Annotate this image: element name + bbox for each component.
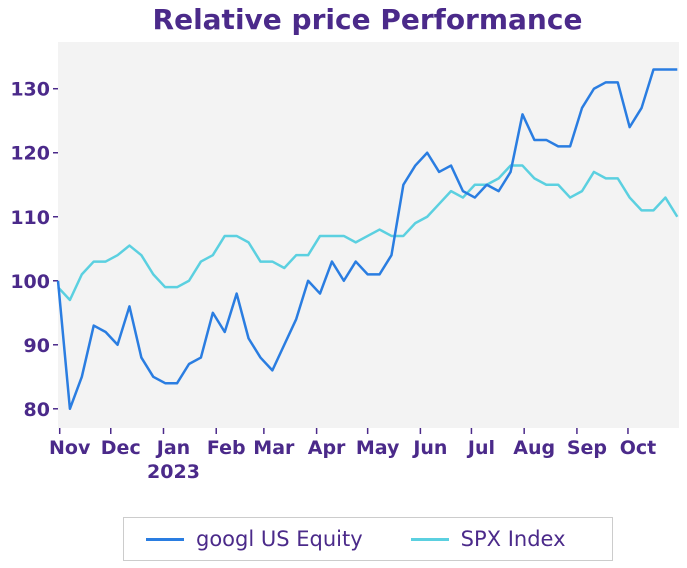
legend-label-googl: googl US Equity xyxy=(196,527,363,551)
x-tick-label: Dec xyxy=(101,437,141,459)
chart-title: Relative price Performance xyxy=(152,3,583,36)
y-tick-label: 100 xyxy=(10,271,50,293)
x-tick-label: Feb xyxy=(207,437,246,459)
legend-swatch-googl xyxy=(146,537,184,541)
x-tick-label: Apr xyxy=(308,437,346,459)
y-tick-label: 110 xyxy=(10,207,50,229)
y-tick-label: 120 xyxy=(10,143,50,165)
legend-item-googl: googl US Equity xyxy=(146,527,363,551)
x-tick-label: Oct xyxy=(620,437,657,459)
legend-item-spx: SPX Index xyxy=(410,527,566,551)
x-tick-label: Nov xyxy=(49,437,91,459)
legend: googl US Equity SPX Index xyxy=(123,517,613,561)
y-tick-label: 130 xyxy=(10,79,50,101)
x-tick-label: Sep xyxy=(567,437,607,459)
x-tick-sublabel: 2023 xyxy=(147,461,200,483)
x-tick-label: Jan xyxy=(155,437,190,459)
series-line-googl xyxy=(56,68,678,411)
x-tick-label: Mar xyxy=(253,437,295,459)
y-tick-label: 90 xyxy=(24,335,50,357)
x-tick-label: May xyxy=(356,437,400,459)
y-tick-label: 80 xyxy=(24,399,50,421)
legend-label-spx: SPX Index xyxy=(460,527,566,551)
x-tick-label: Jul xyxy=(466,437,495,459)
x-tick-label: Jun xyxy=(411,437,447,459)
legend-swatch-spx xyxy=(410,537,449,541)
x-tick-label: Aug xyxy=(513,437,555,459)
series-line-spx xyxy=(57,164,679,302)
